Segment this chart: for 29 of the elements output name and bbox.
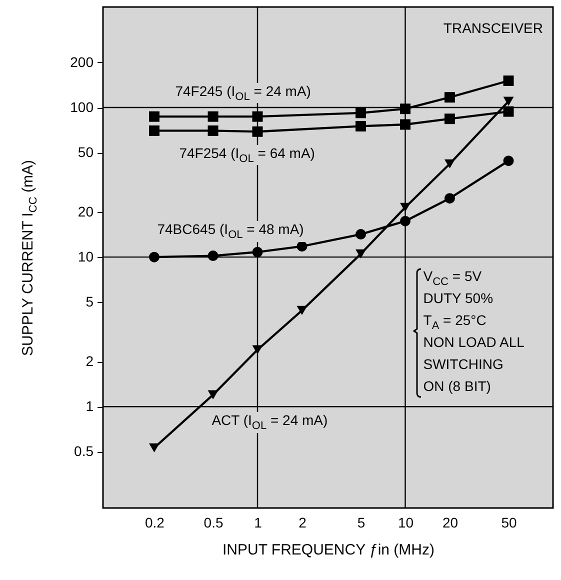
y-tick-label: 0.5 bbox=[74, 443, 94, 460]
annotation: TRANSCEIVER bbox=[443, 20, 543, 36]
x-tick-label: 0.2 bbox=[145, 514, 165, 530]
y-tick-label: 50 bbox=[78, 144, 94, 160]
y-tick-label: 1 bbox=[86, 398, 94, 414]
x-axis-title: INPUT FREQUENCY ƒin (MHz) bbox=[222, 542, 434, 558]
annotation: V$_{CC}$ = 5V bbox=[423, 268, 482, 288]
series-label: 74F245 (I$_{OL}$ = 24 mA) bbox=[172, 82, 314, 104]
y-tick-label: 200 bbox=[70, 54, 94, 70]
x-tick-label: 1 bbox=[254, 514, 262, 530]
y-tick-label: 100 bbox=[70, 99, 94, 116]
y-tick-label: 10 bbox=[78, 248, 94, 265]
annotation: T$_{A}$ = 25°C bbox=[423, 312, 486, 332]
annotation: NON LOAD ALL bbox=[423, 334, 524, 350]
y-tick-label: 20 bbox=[78, 204, 94, 220]
annotation: ON (8 BIT) bbox=[423, 378, 491, 394]
x-tick-label: 50 bbox=[501, 514, 518, 530]
series-label: ACT (I$_{OL}$ = 24 mA) bbox=[208, 412, 331, 433]
x-tick-label: 20 bbox=[442, 514, 458, 530]
x-tick-label: 10 bbox=[398, 514, 414, 530]
series-label: 74F254 (I$_{OL}$ = 64 mA) bbox=[176, 144, 318, 166]
x-tick-label: 0.5 bbox=[204, 514, 224, 530]
x-tick-label: 5 bbox=[357, 514, 366, 530]
y-tick-label: 5 bbox=[86, 294, 94, 310]
x-tick-label: 2 bbox=[298, 514, 307, 530]
y-tick-label: 2 bbox=[86, 353, 94, 370]
annotation: DUTY 50% bbox=[423, 290, 494, 306]
series-label: 74BC645 (I$_{OL}$ = 48 mA) bbox=[154, 221, 307, 242]
annotation: SWITCHING bbox=[423, 356, 504, 372]
